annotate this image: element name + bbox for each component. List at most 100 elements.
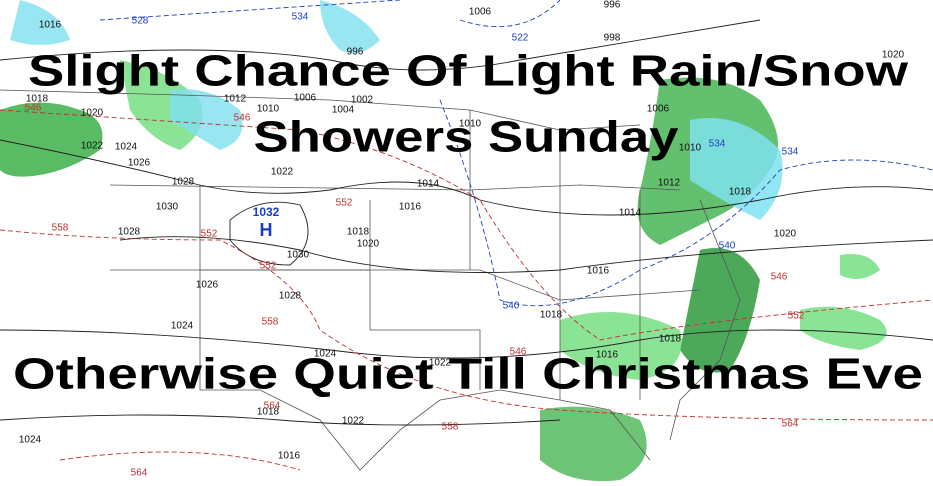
thickness-labels-blue: 534 bbox=[292, 12, 309, 23]
isobar-labels: 1022 bbox=[429, 358, 452, 369]
isobar-labels: 1028 bbox=[172, 177, 195, 188]
border-line bbox=[109, 184, 681, 191]
snow-area bbox=[320, 0, 380, 54]
isobar-labels: 1030 bbox=[156, 202, 179, 213]
isobar-labels: 1016 bbox=[39, 20, 62, 31]
thickness-labels-blue: 534 bbox=[782, 147, 799, 158]
isobar-labels: 1004 bbox=[332, 105, 355, 116]
isobar-labels: 1010 bbox=[257, 104, 280, 115]
isobar-labels: 1022 bbox=[342, 416, 365, 427]
isobar-labels: 1020 bbox=[882, 50, 905, 61]
isobar-labels: 1006 bbox=[469, 7, 492, 18]
border-line bbox=[110, 269, 701, 301]
isobar-labels: 996 bbox=[604, 0, 621, 11]
isobar-labels: 998 bbox=[604, 33, 621, 44]
thickness-line bbox=[59, 451, 301, 471]
thickness-labels-blue: 534 bbox=[709, 139, 726, 150]
isobar-labels: 1020 bbox=[81, 108, 104, 119]
thickness-line bbox=[0, 109, 933, 341]
isobar-labels: 1018 bbox=[26, 94, 49, 105]
thickness-labels-red: 558 bbox=[442, 422, 459, 433]
high-pressure-value: 1032 bbox=[253, 205, 280, 219]
border-line bbox=[0, 89, 641, 131]
snow-area bbox=[690, 118, 783, 220]
isobar-labels: 1024 bbox=[314, 349, 337, 360]
thickness-labels-red: 564 bbox=[264, 401, 281, 412]
isobar-labels: 1006 bbox=[647, 104, 670, 115]
isobar-labels: 1016 bbox=[399, 202, 422, 213]
borders bbox=[0, 89, 741, 471]
thickness-labels-red: 546 bbox=[25, 103, 42, 114]
rain-area bbox=[540, 406, 647, 482]
isobar bbox=[0, 329, 933, 359]
isobar bbox=[229, 201, 309, 266]
headline: Showers Sunday bbox=[254, 113, 680, 162]
isobar-labels: 1002 bbox=[351, 95, 374, 106]
isobar bbox=[0, 19, 761, 71]
isobar-labels: 1016 bbox=[596, 350, 619, 361]
coastline bbox=[669, 199, 741, 441]
border-line bbox=[469, 110, 641, 400]
rain-area bbox=[800, 306, 887, 350]
rain-area bbox=[120, 60, 203, 150]
isobar-labels: 1022 bbox=[81, 141, 104, 152]
snow-area bbox=[10, 0, 70, 45]
snow-area bbox=[170, 89, 243, 150]
isobar-labels: 1020 bbox=[357, 239, 380, 250]
thickness-labels-red: 552 bbox=[336, 198, 353, 209]
thickness-labels-blue: 540 bbox=[503, 301, 520, 312]
thickness-labels-red: 552 bbox=[260, 261, 277, 272]
thickness-red bbox=[0, 109, 933, 471]
thickness-blue bbox=[99, 0, 933, 307]
precipitation bbox=[0, 0, 887, 482]
thickness-labels-red: 552 bbox=[788, 311, 805, 322]
isobar-labels: 1010 bbox=[679, 143, 702, 154]
thickness-line bbox=[99, 0, 561, 28]
isobar-labels: 1014 bbox=[619, 208, 642, 219]
isobar-labels: 1010 bbox=[459, 119, 482, 130]
thickness-labels-red: 564 bbox=[131, 468, 148, 479]
isobar-labels: 1028 bbox=[118, 227, 141, 238]
high-pressure-symbol: H bbox=[260, 220, 273, 240]
thickness-labels-blue: 528 bbox=[132, 16, 149, 27]
rain-area bbox=[0, 102, 103, 177]
thickness-labels-red: 546 bbox=[771, 272, 788, 283]
isobar bbox=[119, 236, 933, 273]
thickness-labels-red: 546 bbox=[234, 113, 251, 124]
isobar-labels: 1026 bbox=[196, 280, 219, 291]
thickness-labels-blue: 540 bbox=[719, 241, 736, 252]
isobar bbox=[0, 414, 561, 426]
isobar-labels: 1020 bbox=[774, 229, 797, 240]
isobar-labels: 1006 bbox=[294, 93, 317, 104]
isobar-labels: 996 bbox=[347, 47, 364, 58]
isobars bbox=[0, 19, 933, 426]
thickness-labels-red: 546 bbox=[510, 347, 527, 358]
isobar-labels: 1024 bbox=[171, 321, 194, 332]
rain-area bbox=[840, 254, 880, 279]
rain-area bbox=[560, 312, 682, 380]
isobar-labels: 1018 bbox=[347, 227, 370, 238]
isobar-labels: 1018 bbox=[729, 187, 752, 198]
isobar-labels: 1018 bbox=[257, 407, 280, 418]
rain-area bbox=[680, 248, 760, 373]
isobar-labels: 1022 bbox=[271, 167, 294, 178]
isobar-labels: 1012 bbox=[658, 178, 681, 189]
thickness-labels-red: 558 bbox=[52, 223, 69, 234]
headline: Slight Chance Of Light Rain/Snow bbox=[28, 47, 909, 96]
border-line bbox=[199, 270, 651, 471]
thickness-labels-red: 558 bbox=[262, 317, 279, 328]
thickness-labels-red: 552 bbox=[201, 229, 218, 240]
headline: Otherwise Quiet Till Christmas Eve bbox=[13, 350, 923, 399]
isobar-labels: 1028 bbox=[279, 291, 302, 302]
thickness-line bbox=[439, 99, 933, 307]
isobar-labels: 1016 bbox=[587, 266, 610, 277]
isobar-labels: 1018 bbox=[540, 310, 563, 321]
isobar-labels: 1026 bbox=[128, 158, 151, 169]
isobar-labels: 1016 bbox=[278, 451, 301, 462]
thickness-labels-red: 564 bbox=[782, 419, 799, 430]
isobar-labels: 1030 bbox=[287, 250, 310, 261]
isobar-labels: 1024 bbox=[19, 435, 42, 446]
isobar-labels: 1018 bbox=[659, 334, 682, 345]
isobar-labels: 1014 bbox=[417, 179, 440, 190]
